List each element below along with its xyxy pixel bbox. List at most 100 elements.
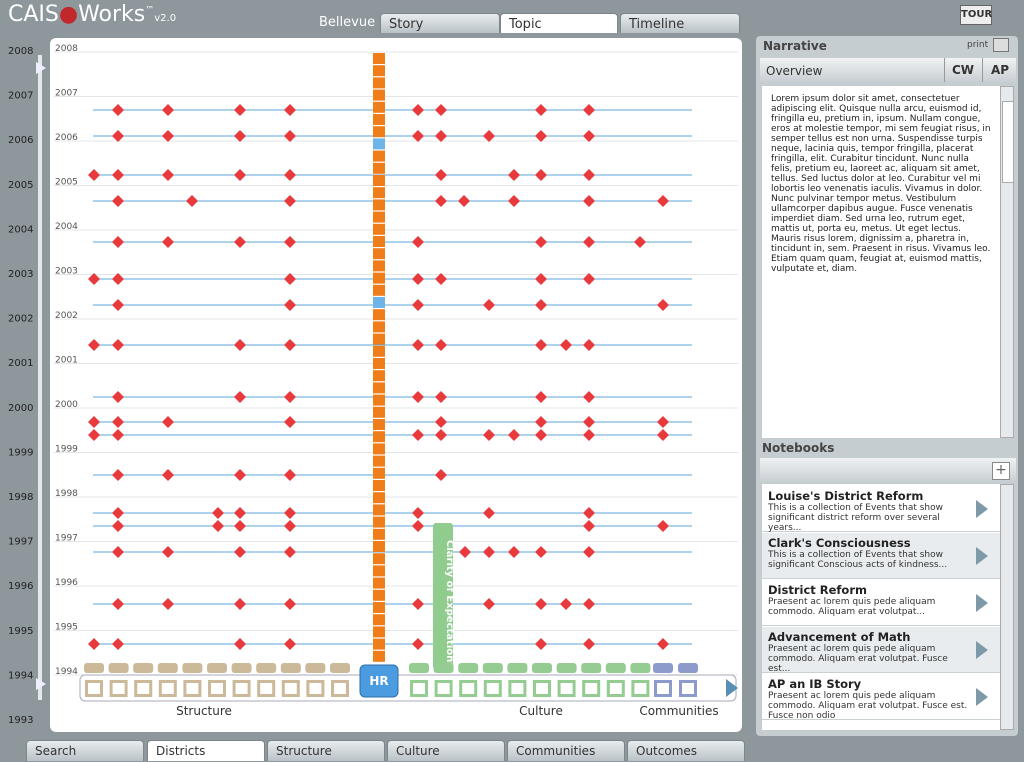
event-marker[interactable]: [583, 195, 595, 207]
event-marker[interactable]: [583, 130, 595, 142]
notebook-item[interactable]: Louise's District Reform This is a collec…: [762, 486, 1000, 533]
bottom-tab[interactable]: Search: [26, 740, 144, 761]
event-marker[interactable]: [583, 339, 595, 351]
event-marker[interactable]: [234, 339, 246, 351]
event-marker[interactable]: [284, 104, 296, 116]
ap-tab[interactable]: AP: [982, 58, 1017, 82]
notebook-item[interactable]: AP an IB Story Praesent ac lorem quis ped…: [762, 674, 1000, 721]
hr-cell[interactable]: [373, 650, 385, 662]
event-marker[interactable]: [112, 195, 124, 207]
event-marker[interactable]: [112, 507, 124, 519]
event-marker[interactable]: [412, 429, 424, 441]
event-marker[interactable]: [234, 638, 246, 650]
event-marker[interactable]: [284, 339, 296, 351]
event-marker[interactable]: [583, 598, 595, 610]
event-marker[interactable]: [112, 598, 124, 610]
event-marker[interactable]: [412, 520, 424, 532]
event-marker[interactable]: [535, 339, 547, 351]
event-marker[interactable]: [412, 299, 424, 311]
event-marker[interactable]: [162, 104, 174, 116]
cw-tab[interactable]: CW: [944, 58, 981, 82]
event-marker[interactable]: [112, 299, 124, 311]
event-marker[interactable]: [560, 598, 572, 610]
hr-cell[interactable]: [373, 431, 385, 443]
event-marker[interactable]: [88, 429, 100, 441]
event-marker[interactable]: [162, 598, 174, 610]
event-marker[interactable]: [583, 104, 595, 116]
hr-cell[interactable]: [373, 114, 385, 125]
event-marker[interactable]: [535, 273, 547, 285]
hr-cell[interactable]: [373, 480, 385, 491]
hr-cell[interactable]: [373, 199, 385, 211]
event-marker[interactable]: [483, 299, 495, 311]
hr-cell[interactable]: [373, 419, 385, 430]
event-marker[interactable]: [284, 391, 296, 403]
hr-button[interactable]: [359, 664, 399, 698]
event-marker[interactable]: [483, 507, 495, 519]
event-marker[interactable]: [508, 169, 520, 181]
event-marker[interactable]: [412, 130, 424, 142]
event-marker[interactable]: [435, 104, 447, 116]
event-marker[interactable]: [535, 130, 547, 142]
notebook-item[interactable]: Clark's Consciousness This is a collectio…: [762, 533, 1000, 579]
event-marker[interactable]: [657, 429, 669, 441]
event-marker[interactable]: [583, 273, 595, 285]
hr-cell[interactable]: [373, 297, 385, 308]
event-marker[interactable]: [535, 429, 547, 441]
event-marker[interactable]: [88, 339, 100, 351]
event-marker[interactable]: [657, 416, 669, 428]
event-marker[interactable]: [657, 520, 669, 532]
event-marker[interactable]: [583, 520, 595, 532]
scroll-right[interactable]: [726, 679, 738, 697]
event-marker[interactable]: [634, 236, 646, 248]
event-marker[interactable]: [162, 546, 174, 558]
event-marker[interactable]: [535, 416, 547, 428]
event-marker[interactable]: [112, 391, 124, 403]
event-marker[interactable]: [88, 638, 100, 650]
event-marker[interactable]: [234, 546, 246, 558]
event-marker[interactable]: [284, 469, 296, 481]
overview-tab[interactable]: Overview: [766, 64, 823, 78]
add-button[interactable]: +: [992, 462, 1010, 480]
hr-cell[interactable]: [373, 443, 385, 455]
event-marker[interactable]: [284, 130, 296, 142]
hr-cell[interactable]: [373, 162, 385, 174]
event-marker[interactable]: [657, 299, 669, 311]
event-marker[interactable]: [88, 273, 100, 285]
event-marker[interactable]: [284, 507, 296, 519]
event-marker[interactable]: [583, 169, 595, 181]
event-marker[interactable]: [483, 598, 495, 610]
hr-cell[interactable]: [373, 272, 385, 284]
hr-cell[interactable]: [373, 358, 385, 369]
event-marker[interactable]: [284, 299, 296, 311]
hr-cell[interactable]: [373, 101, 385, 113]
print-icon[interactable]: [993, 38, 1009, 52]
event-marker[interactable]: [535, 104, 547, 116]
top-tab[interactable]: Topic: [500, 13, 618, 33]
hr-cell[interactable]: [373, 236, 385, 247]
event-marker[interactable]: [657, 195, 669, 207]
hr-cell[interactable]: [373, 467, 385, 479]
event-marker[interactable]: [112, 104, 124, 116]
event-marker[interactable]: [535, 236, 547, 248]
event-marker[interactable]: [412, 507, 424, 519]
hr-cell[interactable]: [373, 150, 385, 162]
event-marker[interactable]: [112, 339, 124, 351]
open-arrow[interactable]: [976, 500, 988, 518]
event-marker[interactable]: [560, 339, 572, 351]
event-marker[interactable]: [234, 469, 246, 481]
event-marker[interactable]: [212, 507, 224, 519]
hr-cell[interactable]: [373, 53, 385, 64]
hr-cell[interactable]: [373, 345, 385, 357]
event-marker[interactable]: [435, 469, 447, 481]
event-marker[interactable]: [162, 130, 174, 142]
event-marker[interactable]: [112, 638, 124, 650]
hr-cell[interactable]: [373, 382, 385, 394]
event-marker[interactable]: [583, 416, 595, 428]
event-marker[interactable]: [435, 195, 447, 207]
hr-cell[interactable]: [373, 248, 385, 260]
print-link[interactable]: print: [967, 40, 989, 50]
event-marker[interactable]: [535, 391, 547, 403]
notebook-item[interactable]: District Reform Praesent ac lorem quis pe…: [762, 580, 1000, 626]
event-marker[interactable]: [234, 598, 246, 610]
